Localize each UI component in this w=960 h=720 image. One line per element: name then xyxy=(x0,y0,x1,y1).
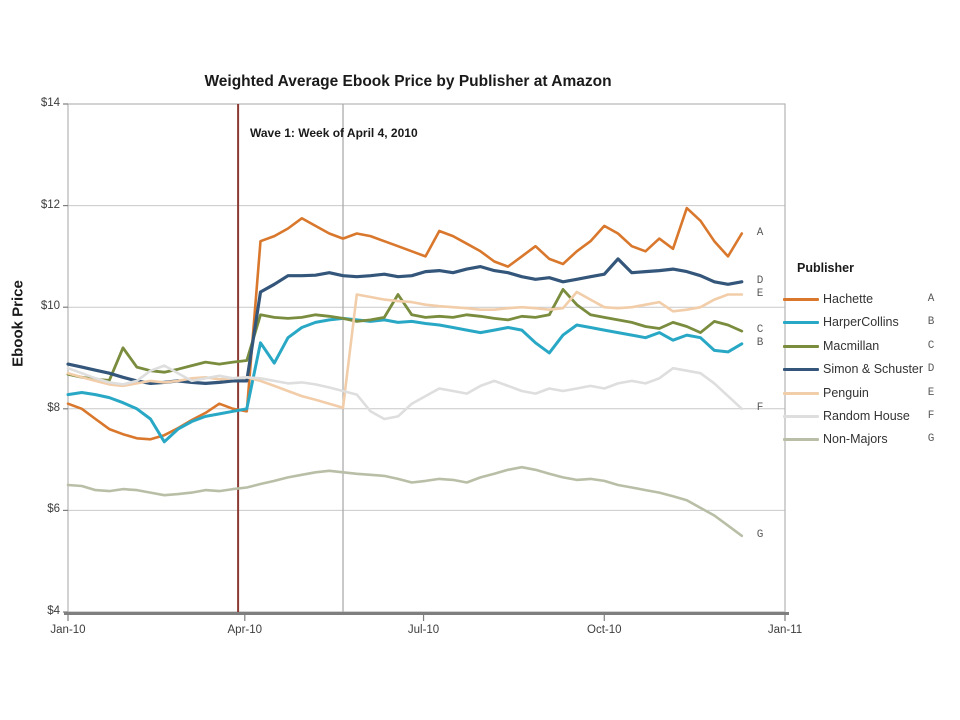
series-letter-G: G xyxy=(756,528,764,541)
y-tick-label-$6: $6 xyxy=(47,503,60,516)
legend-row-A: Hachette A xyxy=(783,290,948,310)
legend-label-D: Simon & Schuster xyxy=(823,362,924,377)
legend-label-G: Non-Majors xyxy=(823,432,888,447)
y-tick-label-$4: $4 xyxy=(47,605,60,617)
legend-label-E: Penguin xyxy=(823,385,869,400)
legend-letter-E: E xyxy=(927,386,935,399)
series-letter-F: F xyxy=(756,401,764,414)
chart-title: Weighted Average Ebook Price by Publishe… xyxy=(204,73,612,90)
legend-letter-D: D xyxy=(927,363,935,376)
legend-swatch-E xyxy=(783,391,819,395)
series-letter-A: A xyxy=(756,226,764,239)
wave1-annotation: Wave 1: Week of April 4, 2010 xyxy=(250,126,418,140)
x-tick-label-Jul-10: Jul-10 xyxy=(407,624,440,636)
legend-label-F: Random House xyxy=(823,409,910,423)
legend-letter-G: G xyxy=(927,433,935,446)
plot-border xyxy=(67,103,786,613)
legend-letter-A: A xyxy=(927,293,935,305)
y-tick-label-$14: $14 xyxy=(40,97,60,109)
y-tick-label-$12: $12 xyxy=(40,198,60,211)
legend-row-D: Simon & Schuster D xyxy=(783,360,948,380)
legend-title: Publisher xyxy=(797,261,854,275)
legend-letter-B: B xyxy=(927,316,935,329)
series-letter-E: E xyxy=(756,287,764,300)
legend-row-F: Random House F xyxy=(783,407,948,427)
legend-label-A: Hachette xyxy=(823,292,874,306)
series-letter-D: D xyxy=(756,274,764,287)
x-tick-label-Jan-11: Jan-11 xyxy=(767,624,803,636)
legend-swatch-F xyxy=(783,415,819,418)
legend-swatch-G xyxy=(783,438,819,442)
x-tick-label-Oct-10: Oct-10 xyxy=(587,624,622,636)
series-line-C xyxy=(66,287,744,382)
legend-label-B: HarperCollins xyxy=(823,315,899,330)
series-line-F xyxy=(66,364,744,421)
series-letter-B: B xyxy=(756,336,764,349)
x-tick-label-Apr-10: Apr-10 xyxy=(227,624,263,636)
series-line-G xyxy=(66,465,744,538)
legend-row-C: Macmillan C xyxy=(783,337,948,357)
legend-row-B: HarperCollins B xyxy=(783,313,948,333)
legend-swatch-D xyxy=(783,368,819,372)
x-tick-label-Jan-10: Jan-10 xyxy=(50,624,86,636)
legend-label-C: Macmillan xyxy=(823,338,880,353)
series-line-E xyxy=(66,290,744,410)
series-letter-C: C xyxy=(756,324,764,337)
legend-swatch-C xyxy=(783,344,819,348)
legend-swatch-B xyxy=(783,321,819,325)
y-tick-label-$8: $8 xyxy=(47,401,60,414)
legend-row-G: Non-Majors G xyxy=(783,430,948,450)
legend-swatch-A xyxy=(783,298,819,301)
legend-letter-F: F xyxy=(927,410,935,422)
y-tick-label-$10: $10 xyxy=(40,300,60,313)
legend-row-E: Penguin E xyxy=(783,384,948,404)
legend-letter-C: C xyxy=(927,339,935,352)
series-line-B xyxy=(66,316,744,444)
